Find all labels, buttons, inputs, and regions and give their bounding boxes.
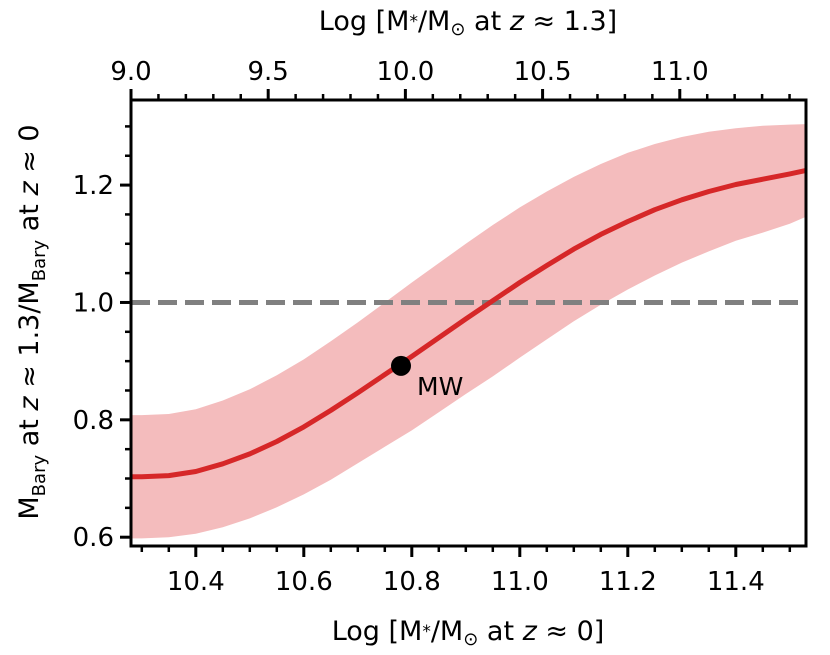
top-tick-label: 11.0 bbox=[651, 57, 709, 87]
top-tick-label: 10.5 bbox=[514, 57, 572, 87]
x-tick-label: 10.4 bbox=[167, 567, 225, 597]
y-tick-label: 1.0 bbox=[73, 288, 114, 318]
plot-frame bbox=[129, 98, 808, 548]
plot-area bbox=[131, 124, 806, 539]
confidence-band bbox=[131, 124, 806, 539]
top-tick-label: 10.0 bbox=[376, 57, 434, 87]
y-tick-label: 1.2 bbox=[73, 171, 114, 201]
y-tick-label: 0.6 bbox=[73, 523, 114, 553]
top-tick-label: 9.5 bbox=[248, 57, 289, 87]
top-axis-label: Log [M*/M⊙ at z ≈ 1.3] bbox=[319, 6, 617, 40]
y-tick-label: 0.8 bbox=[73, 406, 114, 436]
median-line bbox=[131, 167, 806, 480]
x-axis-label: Log [M*/M⊙ at z ≈ 0] bbox=[332, 616, 605, 650]
x-tick-label: 10.8 bbox=[383, 567, 441, 597]
x-tick-label: 10.6 bbox=[275, 567, 333, 597]
mw-point bbox=[391, 355, 411, 376]
top-tick-label: 9.0 bbox=[110, 57, 151, 87]
x-tick-label: 11.4 bbox=[707, 567, 765, 597]
x-tick-label: 11.0 bbox=[491, 567, 549, 597]
x-tick-label: 11.2 bbox=[599, 567, 657, 597]
mw-label: MW bbox=[417, 372, 463, 401]
y-axis-label: MBary at z ≈ 1.3/MBary at z ≈ 0 bbox=[14, 124, 50, 519]
axes: MW 10.4 10.6 10.8 11.0 11.2 11.4 0.6 0.8 1.0 1.2 9.… bbox=[73, 57, 808, 597]
